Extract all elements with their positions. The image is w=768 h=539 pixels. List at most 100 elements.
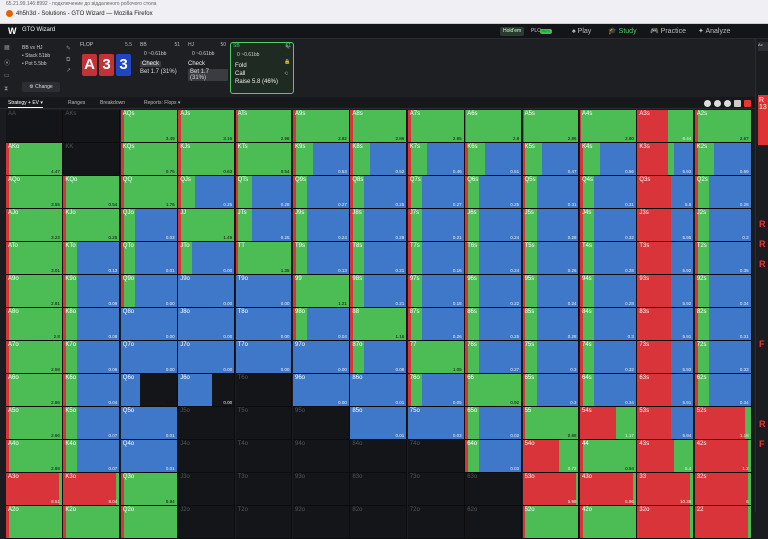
- hand-cell[interactable]: 83o: [350, 473, 408, 506]
- sb-fold[interactable]: Fold: [235, 63, 247, 69]
- sb-call[interactable]: Call: [235, 71, 246, 77]
- hand-cell[interactable]: 86o 0.01: [350, 374, 408, 407]
- hand-cell[interactable]: J4o: [178, 440, 236, 473]
- hand-cell[interactable]: 64o 0.03: [465, 440, 523, 473]
- hand-cell[interactable]: 96s 0.22: [465, 275, 523, 308]
- hand-cell[interactable]: ATs 2.98: [235, 110, 293, 143]
- hand-cell[interactable]: T6o: [235, 374, 293, 407]
- hand-cell[interactable]: Q2o: [120, 506, 178, 539]
- hand-cell[interactable]: A4o 2.88: [6, 440, 63, 473]
- nav-analyze[interactable]: ✦ Analyze: [698, 28, 731, 35]
- hand-cell[interactable]: 82o: [350, 506, 408, 539]
- hand-cell[interactable]: T6s 0.24: [465, 242, 523, 275]
- hand-cell[interactable]: J8s 0.28: [350, 209, 408, 242]
- hand-cell[interactable]: 63o: [465, 473, 523, 506]
- hand-cell[interactable]: T9s 0.13: [293, 242, 350, 275]
- nav-practice[interactable]: 🎮 Practice: [650, 28, 686, 35]
- hand-cell[interactable]: 63s 5.91: [637, 374, 695, 407]
- nav-study[interactable]: 🎓 Study: [608, 28, 637, 35]
- hand-cell[interactable]: A8s 2.86: [350, 110, 408, 143]
- hand-cell[interactable]: QTs 0.28: [235, 176, 293, 209]
- hand-cell[interactable]: AA: [6, 110, 63, 143]
- hand-cell[interactable]: 82s 0.31: [694, 308, 752, 341]
- hand-cell[interactable]: 33 10.36: [637, 473, 695, 506]
- hand-cell[interactable]: AKo 4.47: [6, 143, 63, 176]
- hand-cell[interactable]: J7o 0.00: [178, 341, 236, 374]
- hand-cell[interactable]: 55 0.88: [522, 407, 580, 440]
- hand-cell[interactable]: A7s 2.85: [407, 110, 465, 143]
- hand-cell[interactable]: Q2s 0.28: [694, 176, 752, 209]
- hand-cell[interactable]: K6o 0.04: [63, 374, 121, 407]
- hand-cell[interactable]: K8o 0.08: [63, 308, 121, 341]
- hand-cell[interactable]: T4s 0.28: [580, 242, 637, 275]
- hand-cell[interactable]: T4o: [235, 440, 293, 473]
- sb-raise[interactable]: Raise 5.8 (46%): [235, 79, 279, 85]
- table-icon[interactable]: ▭: [4, 73, 10, 79]
- hand-cell[interactable]: K9o 0.09: [63, 275, 121, 308]
- hand-cell[interactable]: 75s 0.3: [522, 341, 580, 374]
- hand-cell[interactable]: 94o: [293, 440, 350, 473]
- hand-cell[interactable]: 74o: [407, 440, 465, 473]
- pencil-icon[interactable]: ✎: [66, 46, 72, 52]
- hand-cell[interactable]: 72s 0.33: [694, 341, 752, 374]
- hand-cell[interactable]: 42s 1.2: [694, 440, 752, 473]
- hand-cell[interactable]: 73o: [407, 473, 465, 506]
- hand-cell[interactable]: 84s 0.3: [580, 308, 637, 341]
- bb-bet[interactable]: Bet 1.7 (31%): [140, 69, 177, 75]
- hand-cell[interactable]: K2o: [63, 506, 121, 539]
- hand-cell[interactable]: 95s 0.24: [522, 275, 580, 308]
- hand-cell[interactable]: 22: [694, 506, 752, 539]
- hand-cell[interactable]: K6s 0.51: [465, 143, 523, 176]
- hand-cell[interactable]: KQs 0.75: [120, 143, 178, 176]
- hand-cell[interactable]: 92o: [293, 506, 350, 539]
- chip-icon[interactable]: ⦿: [4, 61, 11, 67]
- record-icon[interactable]: [744, 100, 751, 107]
- hj-check[interactable]: Check: [188, 61, 206, 67]
- hand-cell[interactable]: J9o 0.00: [178, 275, 236, 308]
- hand-cell[interactable]: 43s 5.4: [637, 440, 695, 473]
- hand-cell[interactable]: K7o 0.06: [63, 341, 121, 374]
- hand-cell[interactable]: QJo 0.03: [120, 209, 178, 242]
- hand-cell[interactable]: A4s 2.80: [580, 110, 637, 143]
- sb-action-box[interactable]: SB 51 0 ~0.61bb Fold Call Raise 5.8 (46%…: [230, 42, 294, 94]
- hand-cell[interactable]: 87o 0.08: [350, 341, 408, 374]
- hand-cell[interactable]: J8o 0.00: [178, 308, 236, 341]
- hand-cell[interactable]: 52s 1.18: [694, 407, 752, 440]
- hand-cell[interactable]: Q6o 0.00: [120, 374, 178, 407]
- hand-cell[interactable]: JTs 0.25: [235, 209, 293, 242]
- hand-cell[interactable]: K3o 8.04: [63, 473, 121, 506]
- hand-cell[interactable]: KK: [63, 143, 121, 176]
- hand-cell[interactable]: 84o: [350, 440, 408, 473]
- hand-cell[interactable]: 65s 0.3: [522, 374, 580, 407]
- hand-cell[interactable]: 98s 0.21: [350, 275, 408, 308]
- hand-cell[interactable]: T8o 0.00: [235, 308, 293, 341]
- hand-cell[interactable]: K7s 0.46: [407, 143, 465, 176]
- hand-cell[interactable]: J4s 0.32: [580, 209, 637, 242]
- hand-cell[interactable]: J2s 0.3: [694, 209, 752, 242]
- hand-cell[interactable]: 64s 0.34: [580, 374, 637, 407]
- hand-cell[interactable]: A9s 2.82: [293, 110, 350, 143]
- nav-play[interactable]: ♠ Play: [572, 28, 592, 35]
- right-panel-button[interactable]: Ac: [758, 42, 768, 51]
- hand-cell[interactable]: Q4o 0.01: [120, 440, 178, 473]
- hand-cell[interactable]: Q8s 0.25: [350, 176, 408, 209]
- hand-cell[interactable]: K9s 0.53: [293, 143, 350, 176]
- hand-cell[interactable]: J9s 0.24: [293, 209, 350, 242]
- hand-cell[interactable]: 98o 0.04: [293, 308, 350, 341]
- hand-cell[interactable]: J5s 0.28: [522, 209, 580, 242]
- hand-cell[interactable]: Q3o 5.94: [120, 473, 178, 506]
- hand-cell[interactable]: Q3s 5.9: [637, 176, 695, 209]
- hand-cell[interactable]: 96o 0.00: [293, 374, 350, 407]
- hand-cell[interactable]: T7s 0.16: [407, 242, 465, 275]
- hand-cell[interactable]: AKs: [63, 110, 121, 143]
- hand-cell[interactable]: 72o: [407, 506, 465, 539]
- hand-cell[interactable]: A5s 2.86: [522, 110, 580, 143]
- hand-cell[interactable]: 93s 5.92: [637, 275, 695, 308]
- hand-cell[interactable]: K3s 5.93: [637, 143, 695, 176]
- tab-strategy-ev[interactable]: Strategy + EV ▾: [8, 100, 43, 108]
- hj-action-box[interactable]: HJ 50 0 ~0.61bb Check Bet 1.7 (31%): [186, 42, 228, 94]
- hand-cell[interactable]: A3o 8.51: [6, 473, 63, 506]
- hand-cell[interactable]: 76s 0.27: [465, 341, 523, 374]
- hand-cell[interactable]: J6s 0.24: [465, 209, 523, 242]
- hand-cell[interactable]: AJo 3.23: [6, 209, 63, 242]
